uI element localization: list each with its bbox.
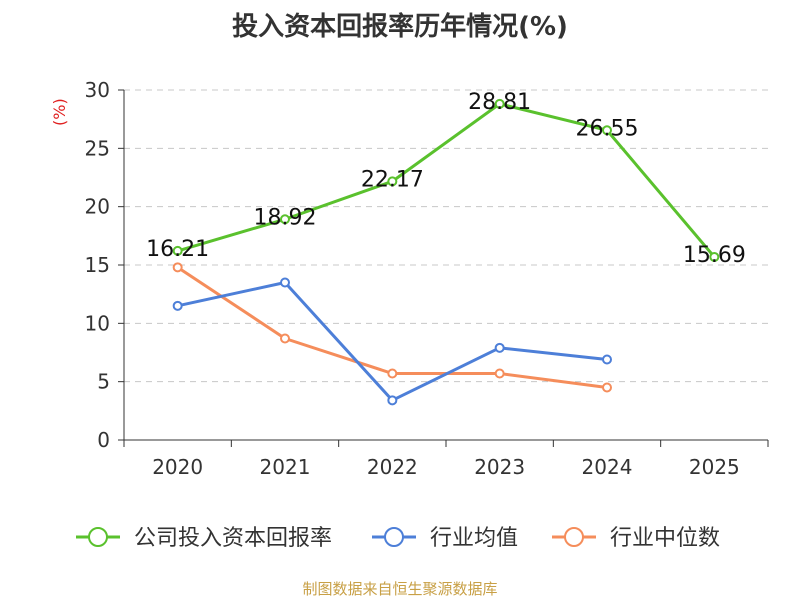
series-1-point-2021 (280, 277, 290, 288)
y-tick-label-15: 15 (85, 253, 110, 277)
data-source-note: 制图数据来自恒生聚源数据库 (302, 580, 498, 598)
series-1-point-2024 (602, 354, 612, 365)
series-1-point-2020 (172, 300, 183, 311)
data-label-2022: 22.17 (361, 167, 424, 192)
y-tick-label-5: 5 (97, 370, 110, 394)
x-tick-label-2025: 2025 (689, 455, 740, 479)
series-2-point-2020 (172, 262, 183, 273)
y-tick-label-10: 10 (85, 311, 110, 335)
legend-label-2: 行业中位数 (610, 526, 720, 551)
legend-marker-0 (88, 527, 108, 547)
data-label-2020: 16.21 (146, 237, 209, 262)
legend-marker-1 (384, 527, 404, 547)
series-0-point-2020 (172, 245, 183, 256)
x-tick-label-2021: 2021 (260, 455, 311, 479)
series-0-point-2023 (494, 98, 505, 109)
series-2-point-2024 (602, 382, 612, 393)
data-label-2025: 15.69 (683, 243, 746, 268)
series-0-point-2021 (280, 214, 290, 225)
series-0-point-2024 (602, 125, 612, 136)
data-label-2021: 18.92 (254, 205, 317, 230)
series-2-point-2023 (494, 368, 505, 379)
legend-marker-2 (564, 527, 584, 547)
series-line-1 (177, 281, 608, 402)
x-tick-label-2023: 2023 (474, 455, 525, 479)
data-label-2023: 28.81 (468, 90, 531, 115)
legend-label-0: 公司投入资本回报率 (134, 526, 332, 551)
series-2-point-2022 (387, 368, 398, 379)
series-1-point-2022 (387, 395, 398, 406)
y-tick-label-25: 25 (85, 136, 110, 160)
y-tick-label-0: 0 (97, 428, 110, 452)
chart-title: 投入资本回报率历年情况(%) (232, 12, 568, 42)
series-0-point-2025 (709, 251, 720, 262)
series-0-point-2022 (387, 176, 398, 187)
series-line-0 (177, 102, 716, 258)
x-tick-label-2020: 2020 (152, 455, 203, 479)
x-tick-label-2022: 2022 (367, 455, 418, 479)
series-1-point-2023 (494, 342, 505, 353)
y-tick-label-20: 20 (85, 195, 110, 219)
x-tick-label-2024: 2024 (582, 455, 633, 479)
data-label-2024: 26.55 (576, 116, 639, 141)
series-2-point-2021 (280, 333, 290, 344)
legend-label-1: 行业均值 (430, 526, 518, 551)
y-tick-label-30: 30 (85, 78, 110, 102)
